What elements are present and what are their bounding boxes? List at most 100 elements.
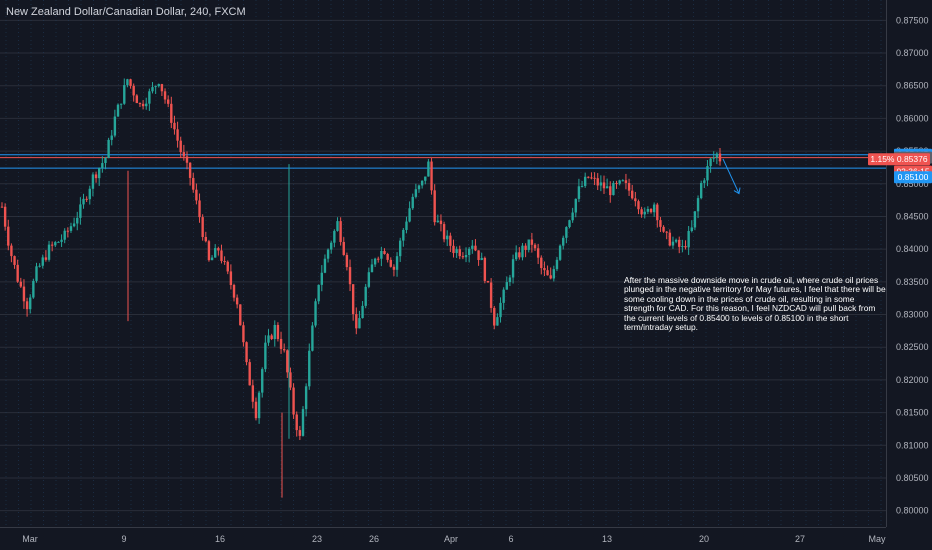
- candle-body: [477, 250, 480, 261]
- candle-body: [637, 201, 640, 210]
- candle-body: [483, 257, 487, 281]
- price-tick-label: 0.86500: [896, 81, 929, 91]
- candle-body: [148, 91, 151, 104]
- price-label-text: 1.15% 0.85376: [870, 154, 927, 164]
- candle-body: [22, 286, 26, 302]
- candle-body: [693, 211, 697, 228]
- candle-body: [223, 261, 226, 263]
- candle-body: [19, 281, 23, 287]
- candle-body: [439, 220, 443, 225]
- candle-body: [304, 386, 308, 410]
- candle-body: [13, 256, 16, 265]
- candle-body: [580, 185, 584, 187]
- candle-body: [292, 387, 295, 415]
- candle-body: [29, 297, 32, 310]
- candle-body: [54, 242, 57, 246]
- candle-body: [464, 254, 468, 258]
- candle-body: [583, 176, 587, 186]
- projection-arrow: [722, 158, 741, 195]
- candle-body: [138, 103, 142, 105]
- candle-body: [446, 235, 449, 240]
- candle-body: [671, 241, 675, 246]
- candle-body: [558, 245, 562, 260]
- candle-body: [141, 103, 145, 107]
- candle-body: [267, 335, 270, 343]
- candle-body: [351, 284, 355, 315]
- candle-body: [703, 180, 706, 183]
- candle-body: [609, 186, 612, 196]
- candle-body: [345, 254, 349, 268]
- candle-body: [505, 282, 508, 290]
- candle-body: [718, 153, 722, 162]
- time-tick-label: 6: [508, 534, 513, 544]
- price-label-text: 0.85100: [898, 172, 929, 182]
- candle-body: [235, 297, 239, 305]
- candle-body: [88, 188, 91, 200]
- candle-body: [60, 239, 63, 242]
- candle-body: [201, 217, 204, 237]
- candle-body: [533, 244, 537, 249]
- candle-body: [355, 314, 358, 329]
- candle-body: [386, 253, 389, 260]
- candle-body: [104, 157, 107, 164]
- candle-body: [41, 257, 44, 266]
- candle-body: [254, 401, 258, 419]
- candle-body: [248, 362, 251, 386]
- candle-body: [151, 87, 154, 92]
- candle-body: [590, 177, 593, 179]
- candle-body: [367, 272, 371, 287]
- candle-body: [232, 284, 236, 298]
- candle-body: [474, 245, 477, 251]
- candle-body: [430, 161, 433, 191]
- candle-body: [414, 189, 418, 197]
- price-axis[interactable]: 0.80000 0.80500 0.81000 0.81500 0.82000 0.825…: [868, 0, 932, 527]
- candle-body: [546, 270, 549, 276]
- candle-body: [342, 241, 345, 255]
- price-tick-label: 0.87500: [896, 15, 929, 25]
- candle-body: [524, 245, 527, 250]
- time-tick-label: May: [868, 534, 886, 544]
- candle-body: [668, 232, 672, 246]
- candle-body: [712, 157, 715, 159]
- analysis-note: After the massive downside move in crude…: [624, 275, 886, 333]
- candle-body: [91, 174, 95, 189]
- candle-body: [395, 256, 399, 270]
- candle-body: [35, 266, 38, 281]
- candle-body: [308, 350, 311, 387]
- candle-body: [132, 85, 135, 96]
- candle-body: [370, 264, 374, 273]
- candle-body: [471, 245, 474, 249]
- candle-body: [452, 245, 455, 254]
- candle-body: [496, 317, 499, 326]
- candle-body: [207, 241, 211, 261]
- candle-body: [220, 250, 223, 262]
- candle-body: [540, 257, 543, 269]
- candle-body: [273, 324, 276, 340]
- candle-body: [618, 180, 621, 184]
- candle-body: [662, 226, 665, 232]
- price-tick-label: 0.86000: [896, 113, 929, 123]
- candle-body: [527, 239, 530, 250]
- candle-body: [50, 244, 54, 246]
- candle-body: [398, 240, 402, 257]
- candle-body: [229, 271, 233, 285]
- candle-body: [358, 318, 361, 329]
- price-label-box: [868, 153, 930, 166]
- time-axis[interactable]: Mar 9 16 23 26 Apr 6 13 20 27 May: [0, 527, 886, 545]
- candle-body: [348, 267, 352, 285]
- candle-body: [515, 252, 518, 260]
- candle-body: [135, 95, 139, 104]
- candle-body: [176, 129, 179, 141]
- candle-body: [239, 304, 242, 326]
- price-tick-label: 0.85000: [896, 179, 929, 189]
- candle-body: [198, 200, 201, 218]
- candle-body: [226, 261, 229, 272]
- candle-body: [659, 220, 662, 227]
- candle-body: [323, 258, 327, 273]
- candle-body: [116, 104, 120, 117]
- candle-body: [170, 103, 173, 123]
- price-tick-label: 0.84000: [896, 244, 929, 254]
- candle-body: [295, 414, 298, 431]
- candle-body: [543, 268, 546, 271]
